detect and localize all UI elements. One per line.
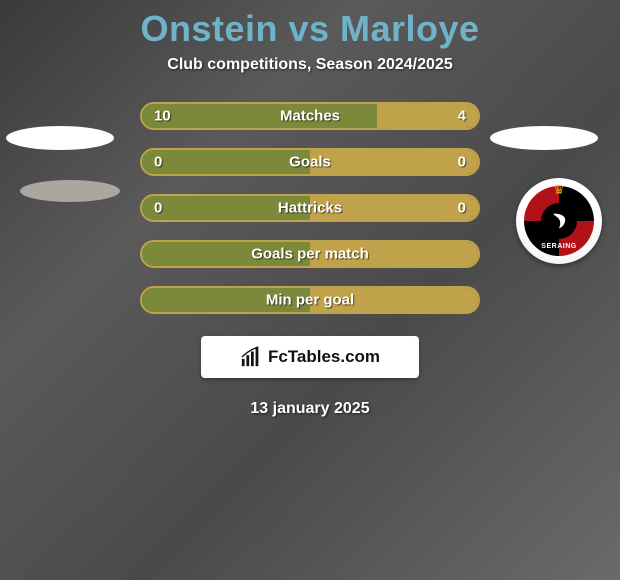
date-text: 13 january 2025: [250, 400, 369, 418]
stat-seg-left: [142, 104, 377, 128]
stat-bar: 0 Goals 0: [140, 148, 480, 176]
comparison-title: Onstein vs Marloye: [140, 8, 479, 50]
club-badge-ring: SERAING♛: [524, 186, 594, 256]
stat-bar: Min per goal: [140, 286, 480, 314]
infographic-container: Onstein vs Marloye Club competitions, Se…: [0, 0, 620, 580]
subtitle: Club competitions, Season 2024/2025: [167, 56, 452, 74]
club-badge-center: [541, 203, 577, 239]
decorative-ellipse-left: [20, 180, 120, 202]
brand-box: FcTables.com: [201, 336, 419, 378]
decorative-ellipse-left: [6, 126, 114, 150]
stat-bar: 0 Hattricks 0: [140, 194, 480, 222]
stat-value-right: 0: [458, 154, 466, 171]
stat-value-right: 4: [458, 108, 466, 125]
stat-label: Goals: [289, 154, 331, 171]
stats-list: 10 Matches 4 0 Goals 0 0 Hattricks 0 Goals per ma…: [140, 102, 480, 314]
crown-icon: ♛: [553, 182, 565, 198]
chart-icon: [240, 346, 262, 368]
stat-value-left: 10: [154, 108, 171, 125]
stat-seg-right: [310, 150, 478, 174]
stat-value-left: 0: [154, 154, 162, 171]
stat-label: Min per goal: [266, 292, 354, 309]
stat-value-left: 0: [154, 200, 162, 217]
stat-bar: 10 Matches 4: [140, 102, 480, 130]
club-badge-text: SERAING: [541, 243, 576, 250]
decorative-ellipse-right: [490, 126, 598, 150]
club-badge: SERAING ♛: [516, 178, 602, 264]
stat-seg-left: [142, 150, 310, 174]
stat-label: Matches: [280, 108, 340, 125]
stat-label: Hattricks: [278, 200, 342, 217]
stat-bar: Goals per match: [140, 240, 480, 268]
stat-value-right: 0: [458, 200, 466, 217]
stat-label: Goals per match: [251, 246, 369, 263]
brand-text: FcTables.com: [268, 347, 380, 367]
